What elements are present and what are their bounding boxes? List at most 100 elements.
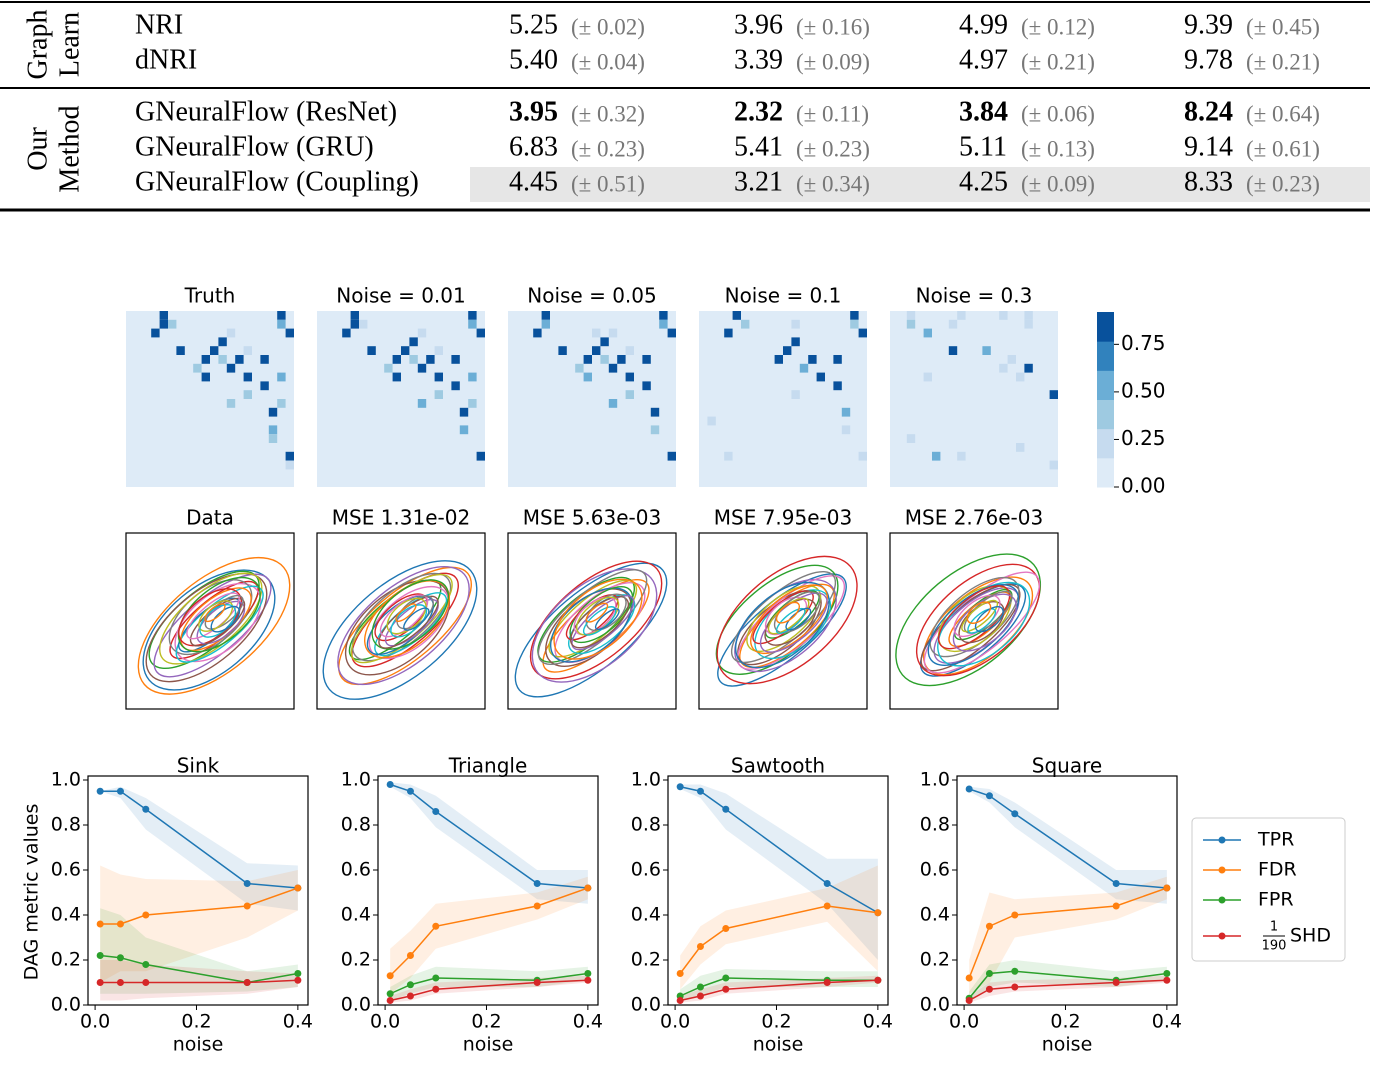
heatmap-cell [783, 346, 792, 355]
heatmap-cell [384, 363, 393, 373]
heatmap-cell [226, 399, 236, 408]
heatmap-cell [168, 319, 177, 329]
error-band [969, 960, 1167, 1003]
data-point [142, 911, 150, 919]
y-tick-label: 1.0 [51, 769, 81, 791]
heatmap-cell [243, 346, 252, 355]
x-tick-label: 0.4 [283, 1011, 313, 1033]
heatmap-title: Noise = 0.01 [336, 284, 465, 308]
y-tick-label: 0.4 [920, 904, 950, 926]
data-point [406, 992, 414, 1000]
data-point [823, 880, 831, 887]
legend-label: SHD [1290, 925, 1331, 947]
heatmap-cell [608, 328, 618, 338]
y-tick-label: 1.0 [341, 769, 371, 791]
legend-fraction-numerator: 1 [1270, 920, 1278, 935]
y-axis-label: DAG metric values [21, 804, 43, 981]
legend-marker [1218, 896, 1226, 904]
heatmap-cell [923, 372, 932, 382]
heatmap-cell [650, 407, 660, 417]
colorbar-tick-label: 0.25 [1121, 426, 1166, 450]
heatmap-cell [592, 328, 601, 338]
heatmap-cell [285, 451, 294, 461]
portrait-curve [775, 601, 801, 624]
cell-std: (± 0.34) [796, 171, 870, 196]
portrait-curve [759, 592, 828, 653]
heatmap-cell [476, 328, 485, 338]
heatmap-cell [277, 399, 286, 408]
heatmap-title: Noise = 0.1 [725, 284, 842, 308]
data-point [96, 979, 104, 986]
portrait-curve [379, 594, 429, 638]
portrait-curve [531, 568, 658, 683]
portrait-curve [210, 605, 241, 633]
heatmap-cell [850, 319, 859, 329]
y-tick-label: 0.6 [341, 859, 371, 881]
legend-marker [1218, 932, 1226, 940]
heatmap-cell [426, 355, 435, 364]
data-point [1163, 884, 1171, 892]
data-point [696, 943, 704, 950]
portrait-curve [178, 588, 242, 647]
portrait-title: Data [186, 506, 234, 530]
cell-value: 5.40 [509, 44, 558, 75]
heatmap-cell [434, 346, 443, 355]
x-tick-label: 0.2 [761, 1011, 791, 1033]
cell-value: 6.83 [509, 131, 558, 162]
y-tick-label: 0.0 [631, 994, 661, 1016]
colorbar-band [1097, 457, 1114, 488]
method-name: dNRI [135, 44, 197, 75]
cell-value: 4.45 [509, 166, 558, 197]
cell-std: (± 0.32) [571, 101, 645, 126]
portrait-curve [159, 572, 263, 665]
portrait-curve [585, 602, 609, 623]
heatmap-cell [218, 337, 227, 347]
cell-value: 5.11 [959, 131, 1007, 162]
heatmap-background [508, 311, 676, 487]
y-tick-label: 0.4 [341, 904, 371, 926]
portrait-title: MSE 2.76e-03 [905, 506, 1043, 530]
legend-label: TPR [1257, 829, 1294, 851]
heatmap-cell [583, 355, 592, 364]
plot-frame [87, 775, 309, 1006]
heatmap-cell [791, 319, 800, 329]
heatmap-cell [1024, 311, 1033, 320]
y-tick-label: 0.2 [341, 949, 371, 971]
portrait-curve [337, 565, 470, 686]
cell-std: (± 0.64) [1246, 101, 1320, 126]
data-point [722, 974, 730, 982]
data-point [116, 979, 124, 986]
portrait-curve [384, 598, 439, 647]
heatmap-cell [948, 346, 958, 355]
heatmap-cell [625, 372, 634, 382]
chart-title: Triangle [448, 754, 528, 778]
y-tick-label: 0.8 [51, 814, 81, 836]
cell-std: (± 0.23) [1246, 171, 1320, 196]
method-name: GNeuralFlow (GRU) [135, 131, 374, 162]
y-tick-label: 0.4 [51, 904, 81, 926]
portrait-curve [974, 606, 1004, 633]
x-axis-label: noise [1042, 1034, 1093, 1056]
portrait-curve [204, 603, 226, 623]
y-tick-label: 0.8 [631, 814, 661, 836]
heatmap-cell [932, 451, 941, 461]
data-point [676, 783, 684, 791]
legend-marker [1218, 866, 1226, 874]
heatmap-cell [608, 363, 618, 373]
heatmap-cell [417, 363, 427, 373]
heatmap-cell [541, 311, 550, 320]
cell-value: 3.21 [734, 166, 783, 197]
heatmap-cell [226, 328, 236, 338]
heatmap-cell [741, 319, 750, 329]
cell-std: (± 0.61) [1246, 136, 1320, 161]
heatmap-cell [608, 399, 618, 408]
colorbar-band [1097, 341, 1114, 371]
cell-std: (± 0.13) [1021, 136, 1095, 161]
heatmap-cell [667, 328, 676, 338]
cell-value: 9.14 [1184, 131, 1233, 162]
portrait-curve [403, 607, 430, 631]
method-name: GNeuralFlow (Coupling) [135, 166, 419, 197]
cell-value: 4.97 [959, 44, 1008, 75]
cell-std: (± 0.21) [1246, 49, 1320, 74]
heatmap-cell [350, 311, 359, 320]
